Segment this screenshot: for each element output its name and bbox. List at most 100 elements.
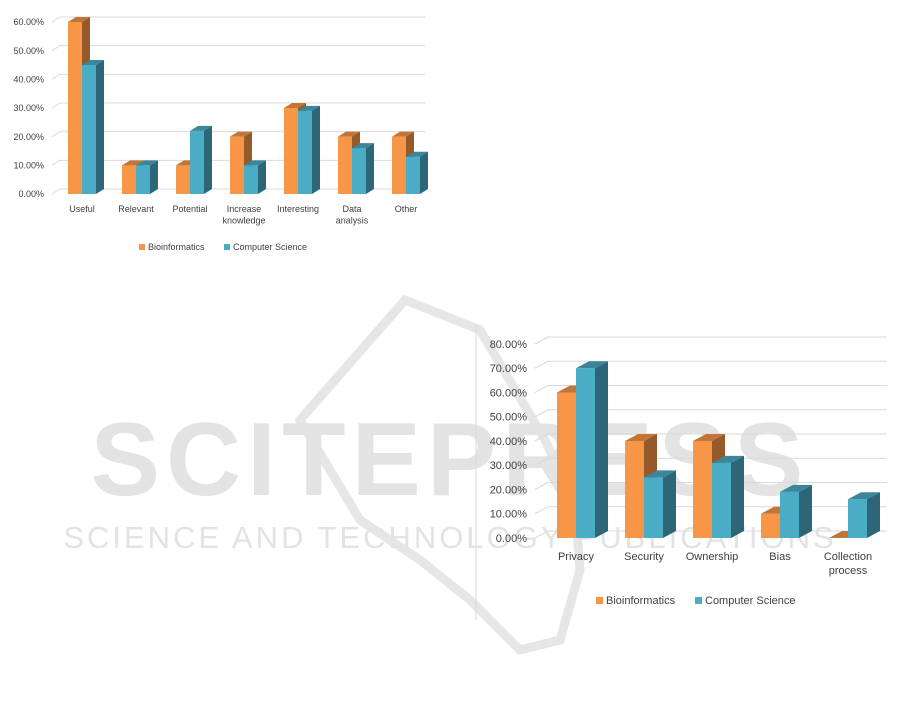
bar-computer-science xyxy=(712,455,744,538)
bar-top xyxy=(82,60,104,65)
x-tick-label: knowledge xyxy=(222,215,265,225)
bar-front xyxy=(122,165,136,194)
chart1-legend-swatch-computer-science xyxy=(224,244,230,250)
y-tick-label: 80.00% xyxy=(490,339,528,351)
watermark-main-text: SCITEPRESS xyxy=(91,402,810,518)
chart2-legend: Bioinformatics Computer Science xyxy=(596,595,796,607)
bar-side xyxy=(420,151,428,194)
y-tick-label: 10.00% xyxy=(13,160,44,170)
bar-front xyxy=(780,491,799,538)
chart1-bars xyxy=(68,17,428,194)
bar-front xyxy=(625,441,644,538)
gridline-diagonal xyxy=(51,73,61,80)
y-tick-label: 30.00% xyxy=(13,103,44,113)
bar-computer-science xyxy=(780,484,812,538)
x-tick-label: analysis xyxy=(336,215,369,225)
bar-computer-science xyxy=(136,160,158,194)
x-tick-label: Other xyxy=(395,204,418,214)
y-tick-label: 60.00% xyxy=(13,17,44,27)
chart2-legend-label-bioinformatics: Bioinformatics xyxy=(606,595,676,607)
y-tick-label: 0.00% xyxy=(496,533,527,545)
bar-front xyxy=(230,136,244,194)
bar-top xyxy=(780,484,812,492)
x-tick-label: Interesting xyxy=(277,204,319,214)
x-tick-label: Collection xyxy=(824,551,872,563)
bar-side xyxy=(867,492,880,538)
bar-front xyxy=(406,156,420,194)
bar-top xyxy=(712,455,744,463)
gridline-diagonal xyxy=(534,457,549,466)
bar-top xyxy=(298,105,320,111)
y-tick-label: 30.00% xyxy=(490,460,528,472)
chart-concerns: 0.00% 10.00% 20.00% 30.00% 40.00% 50.00% 60.00… xyxy=(475,325,887,620)
bar-computer-science xyxy=(298,105,320,194)
bar-top xyxy=(392,131,414,137)
bar-front xyxy=(712,462,731,538)
gridline-diagonal xyxy=(534,433,549,442)
bar-top xyxy=(230,131,252,137)
chart1-legend-swatch-bioinformatics xyxy=(139,244,145,250)
x-tick-label: Useful xyxy=(69,204,95,214)
bar-front xyxy=(82,65,96,194)
gridline-diagonal xyxy=(534,336,549,345)
chart1-legend-label-computer-science: Computer Science xyxy=(233,242,307,252)
bar-front xyxy=(190,130,204,194)
bar-computer-science xyxy=(576,361,608,538)
x-tick-label: Ownership xyxy=(686,551,739,563)
gridline-diagonal xyxy=(51,45,61,52)
bar-computer-science xyxy=(644,470,676,538)
chart2-legend-label-computer-science: Computer Science xyxy=(705,595,796,607)
y-tick-label: 20.00% xyxy=(490,484,528,496)
gridline-diagonal xyxy=(534,482,549,490)
bar-top xyxy=(848,492,880,500)
watermark-emblem xyxy=(294,294,585,655)
y-tick-label: 50.00% xyxy=(13,46,44,56)
bar-computer-science xyxy=(244,160,266,194)
gridline-diagonal xyxy=(534,506,549,515)
bar-top xyxy=(576,361,608,369)
bar-top xyxy=(625,434,657,441)
gridline-diagonal xyxy=(534,530,549,539)
gridline-diagonal xyxy=(51,188,61,195)
chart2-legend-swatch-bioinformatics xyxy=(596,597,603,604)
y-tick-label: 50.00% xyxy=(490,412,528,424)
bar-top xyxy=(136,160,158,166)
y-tick-label: 20.00% xyxy=(13,132,44,142)
chart-reasons: 0.00% 10.00% 20.00% 30.00% 40.00% 50.00% 60.00… xyxy=(13,16,428,252)
gridline-diagonal xyxy=(51,131,61,138)
bar-front xyxy=(284,108,298,194)
bar-front xyxy=(644,477,663,538)
x-tick-label: Privacy xyxy=(558,551,595,563)
chart1-legend-label-bioinformatics: Bioinformatics xyxy=(148,242,205,252)
x-tick-label: process xyxy=(829,565,868,577)
watermark: SCITEPRESS SCIENCE AND TECHNOLOGY PUBLIC… xyxy=(63,294,834,655)
y-tick-label: 0.00% xyxy=(18,189,44,199)
bar-side xyxy=(366,143,374,194)
bar-computer-science xyxy=(848,492,880,538)
bar-front xyxy=(557,392,576,538)
bar-top xyxy=(338,131,360,137)
y-tick-label: 40.00% xyxy=(13,74,44,84)
bar-top xyxy=(68,17,90,22)
bar-computer-science xyxy=(352,143,374,194)
y-tick-label: 10.00% xyxy=(490,509,528,521)
bar-front xyxy=(761,513,780,538)
gridline-diagonal xyxy=(51,159,61,166)
bar-side xyxy=(150,160,158,194)
x-tick-label: Increase xyxy=(227,204,262,214)
bar-side xyxy=(663,470,676,538)
bar-computer-science xyxy=(190,125,212,194)
x-tick-label: Security xyxy=(624,551,664,563)
gridline-diagonal xyxy=(51,102,61,109)
gridline-diagonal xyxy=(534,409,549,418)
bar-side xyxy=(731,455,744,538)
bar-front xyxy=(68,22,82,194)
x-tick-label: Data xyxy=(342,204,361,214)
bar-front xyxy=(848,499,867,538)
chart2-legend-swatch-computer-science xyxy=(695,597,702,604)
chart2-y-axis: 0.00% 10.00% 20.00% 30.00% 40.00% 50.00% 60.00… xyxy=(490,339,528,545)
bar-top xyxy=(122,160,144,166)
chart1-x-axis: Useful Relevant Potential Increaseknowledge… xyxy=(69,204,417,225)
bar-front xyxy=(244,165,258,194)
